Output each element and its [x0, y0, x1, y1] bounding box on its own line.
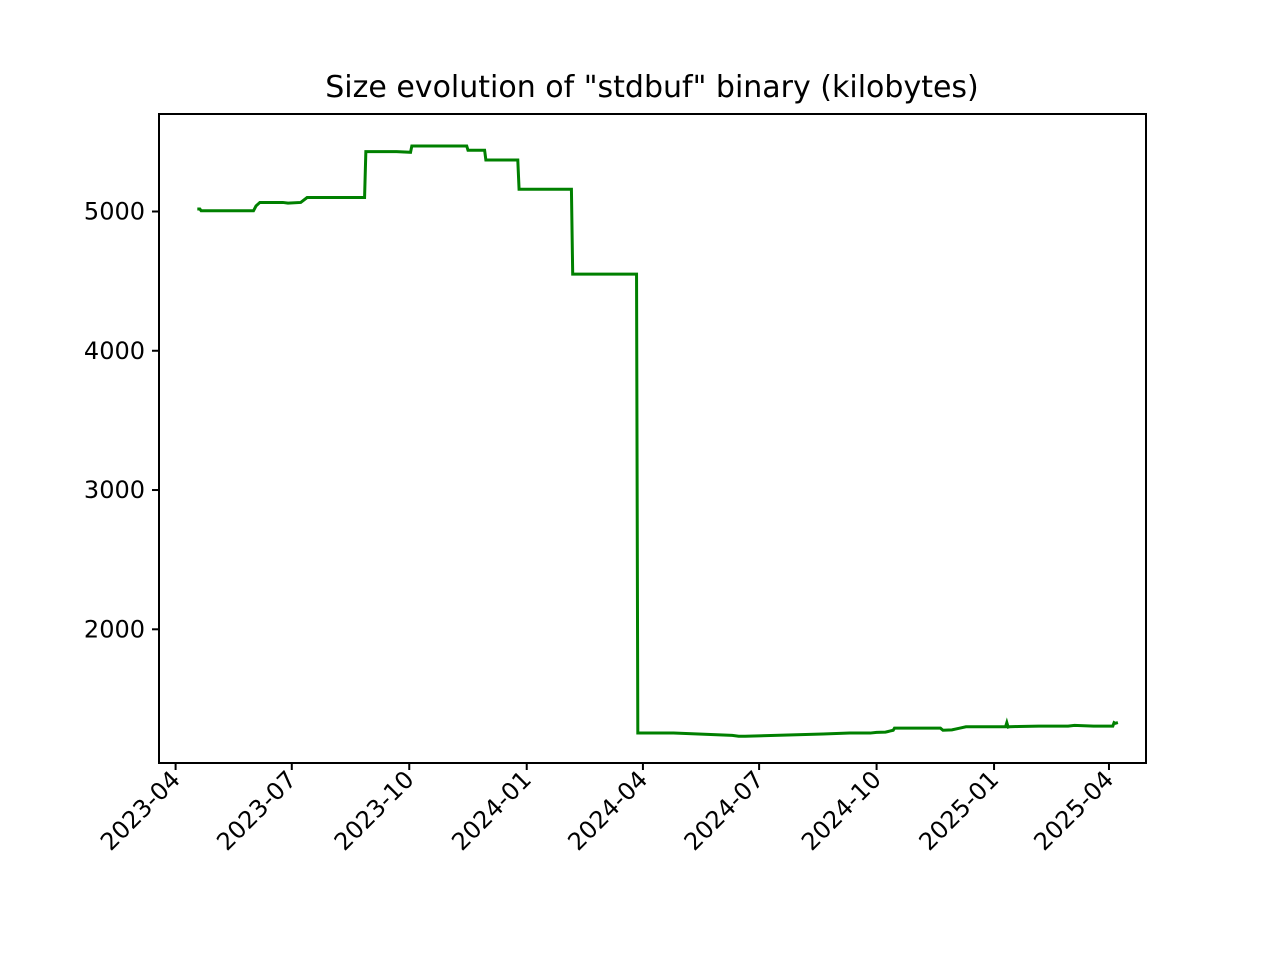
- chart-title: Size evolution of "stdbuf" binary (kilob…: [325, 70, 979, 105]
- series-line: [197, 144, 1119, 738]
- plot-area: [197, 144, 1119, 738]
- y-tick-label: 2000: [84, 615, 145, 643]
- y-tick-label: 3000: [84, 476, 145, 504]
- y-tick-label: 4000: [84, 337, 145, 365]
- axes-frame: [158, 113, 1147, 764]
- y-tick-label: 5000: [84, 197, 145, 225]
- y-axis: 2000 3000 4000 5000: [84, 197, 159, 643]
